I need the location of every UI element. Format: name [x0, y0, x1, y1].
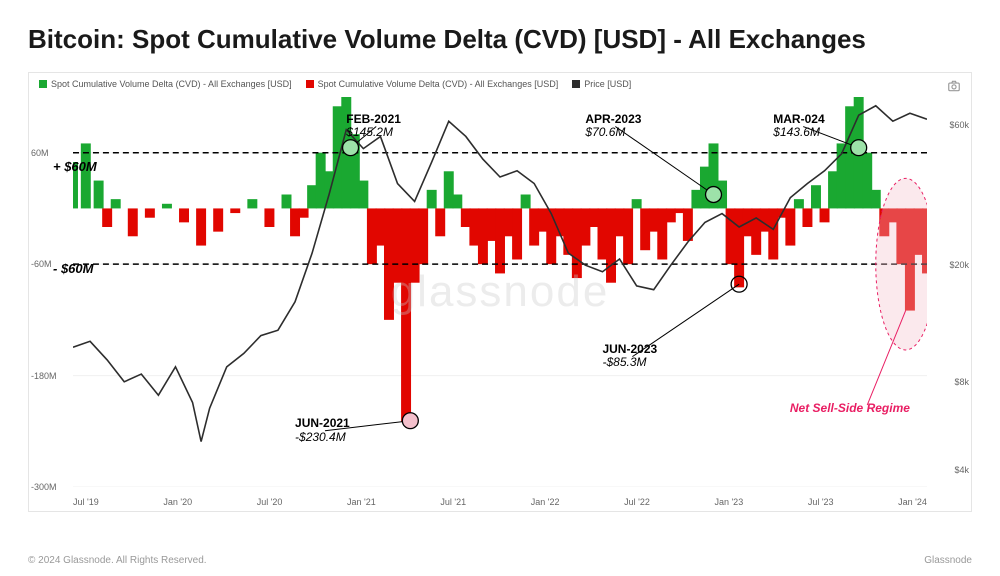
y-right-tick: $60k	[949, 120, 969, 130]
chart-container: Spot Cumulative Volume Delta (CVD) - All…	[28, 72, 972, 512]
y-right-tick: $4k	[954, 465, 969, 475]
camera-icon[interactable]	[947, 79, 961, 93]
threshold-lower-label: - $60M	[53, 261, 93, 276]
x-tick: Jan '20	[163, 497, 192, 507]
y-left-tick: -300M	[31, 482, 57, 492]
footer: © 2024 Glassnode. All Rights Reserved. G…	[28, 555, 972, 566]
legend-label-negative: Spot Cumulative Volume Delta (CVD) - All…	[318, 79, 559, 89]
x-axis: Jul '19 Jan '20 Jul '20 Jan '21 Jul '21 Jan '…	[73, 497, 927, 507]
y-left-tick: -180M	[31, 371, 57, 381]
x-tick: Jan '21	[347, 497, 376, 507]
legend-label-positive: Spot Cumulative Volume Delta (CVD) - All…	[51, 79, 292, 89]
legend-swatch-price	[572, 80, 580, 88]
x-tick: Jan '24	[898, 497, 927, 507]
plot-svg	[73, 97, 927, 487]
legend-label-price: Price [USD]	[584, 79, 631, 89]
chart-title: Bitcoin: Spot Cumulative Volume Delta (C…	[0, 0, 1000, 55]
copyright-text: © 2024 Glassnode. All Rights Reserved.	[28, 555, 207, 566]
x-tick: Jul '21	[440, 497, 466, 507]
regime-label: Net Sell-Side Regime	[790, 401, 910, 415]
x-tick: Jul '22	[624, 497, 650, 507]
y-left-tick: -60M	[31, 259, 52, 269]
legend-item-negative: Spot Cumulative Volume Delta (CVD) - All…	[306, 79, 559, 89]
legend-swatch-negative	[306, 80, 314, 88]
x-tick: Jul '23	[808, 497, 834, 507]
legend-swatch-positive	[39, 80, 47, 88]
brand-text: Glassnode	[924, 555, 972, 566]
x-tick: Jan '22	[531, 497, 560, 507]
legend-item-positive: Spot Cumulative Volume Delta (CVD) - All…	[39, 79, 292, 89]
plot-area: glassnode + $60M - $60M FEB-2021$145.2MJ…	[73, 97, 927, 487]
x-tick: Jul '20	[257, 497, 283, 507]
y-right-tick: $20k	[949, 260, 969, 270]
legend-item-price: Price [USD]	[572, 79, 631, 89]
y-axis-left: -300M-180M-60M60M	[31, 97, 71, 487]
threshold-upper-label: + $60M	[53, 159, 97, 174]
x-tick: Jan '23	[714, 497, 743, 507]
legend: Spot Cumulative Volume Delta (CVD) - All…	[39, 79, 631, 89]
y-left-tick: 60M	[31, 148, 49, 158]
x-tick: Jul '19	[73, 497, 99, 507]
y-right-tick: $8k	[954, 377, 969, 387]
y-axis-right: $4k $8k $20k $60k	[929, 97, 969, 487]
